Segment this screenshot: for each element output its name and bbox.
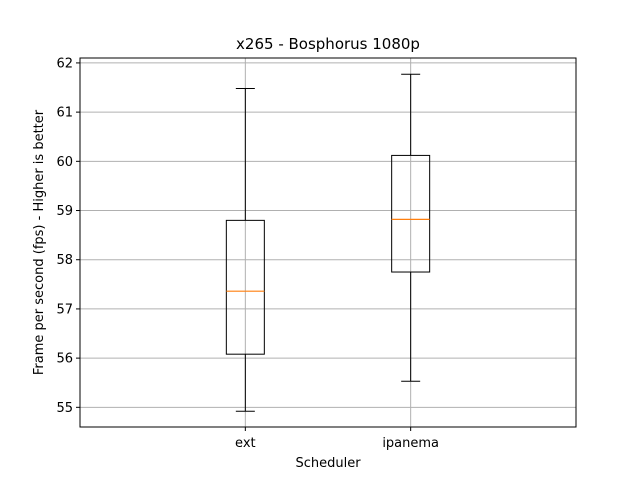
iqr-box — [391, 154, 431, 273]
x-tick-label: ext — [235, 436, 256, 451]
y-tick-label: 60 — [56, 155, 73, 170]
boxes — [225, 73, 431, 412]
x-axis-label: Scheduler — [295, 456, 361, 471]
box-ipanema — [391, 73, 431, 382]
y-tick-label: 61 — [56, 106, 73, 121]
y-axis-label: Frame per second (fps) - Higher is bette… — [32, 109, 47, 375]
y-tick-label: 58 — [56, 253, 73, 268]
ticks: 55 56 57 58 59 60 61 62 ext ipanema — [56, 56, 439, 451]
y-tick-label: 55 — [56, 401, 73, 416]
y-tick-label: 62 — [56, 56, 73, 71]
iqr-box — [225, 219, 265, 355]
box-ext — [225, 88, 265, 412]
x-tick-label: ipanema — [382, 436, 439, 451]
y-tick-label: 56 — [56, 352, 73, 367]
plot-frame — [79, 57, 577, 428]
y-tick-label: 57 — [56, 302, 73, 317]
chart-title: x265 - Bosphorus 1080p — [236, 35, 420, 53]
y-tick-label: 59 — [56, 204, 73, 219]
